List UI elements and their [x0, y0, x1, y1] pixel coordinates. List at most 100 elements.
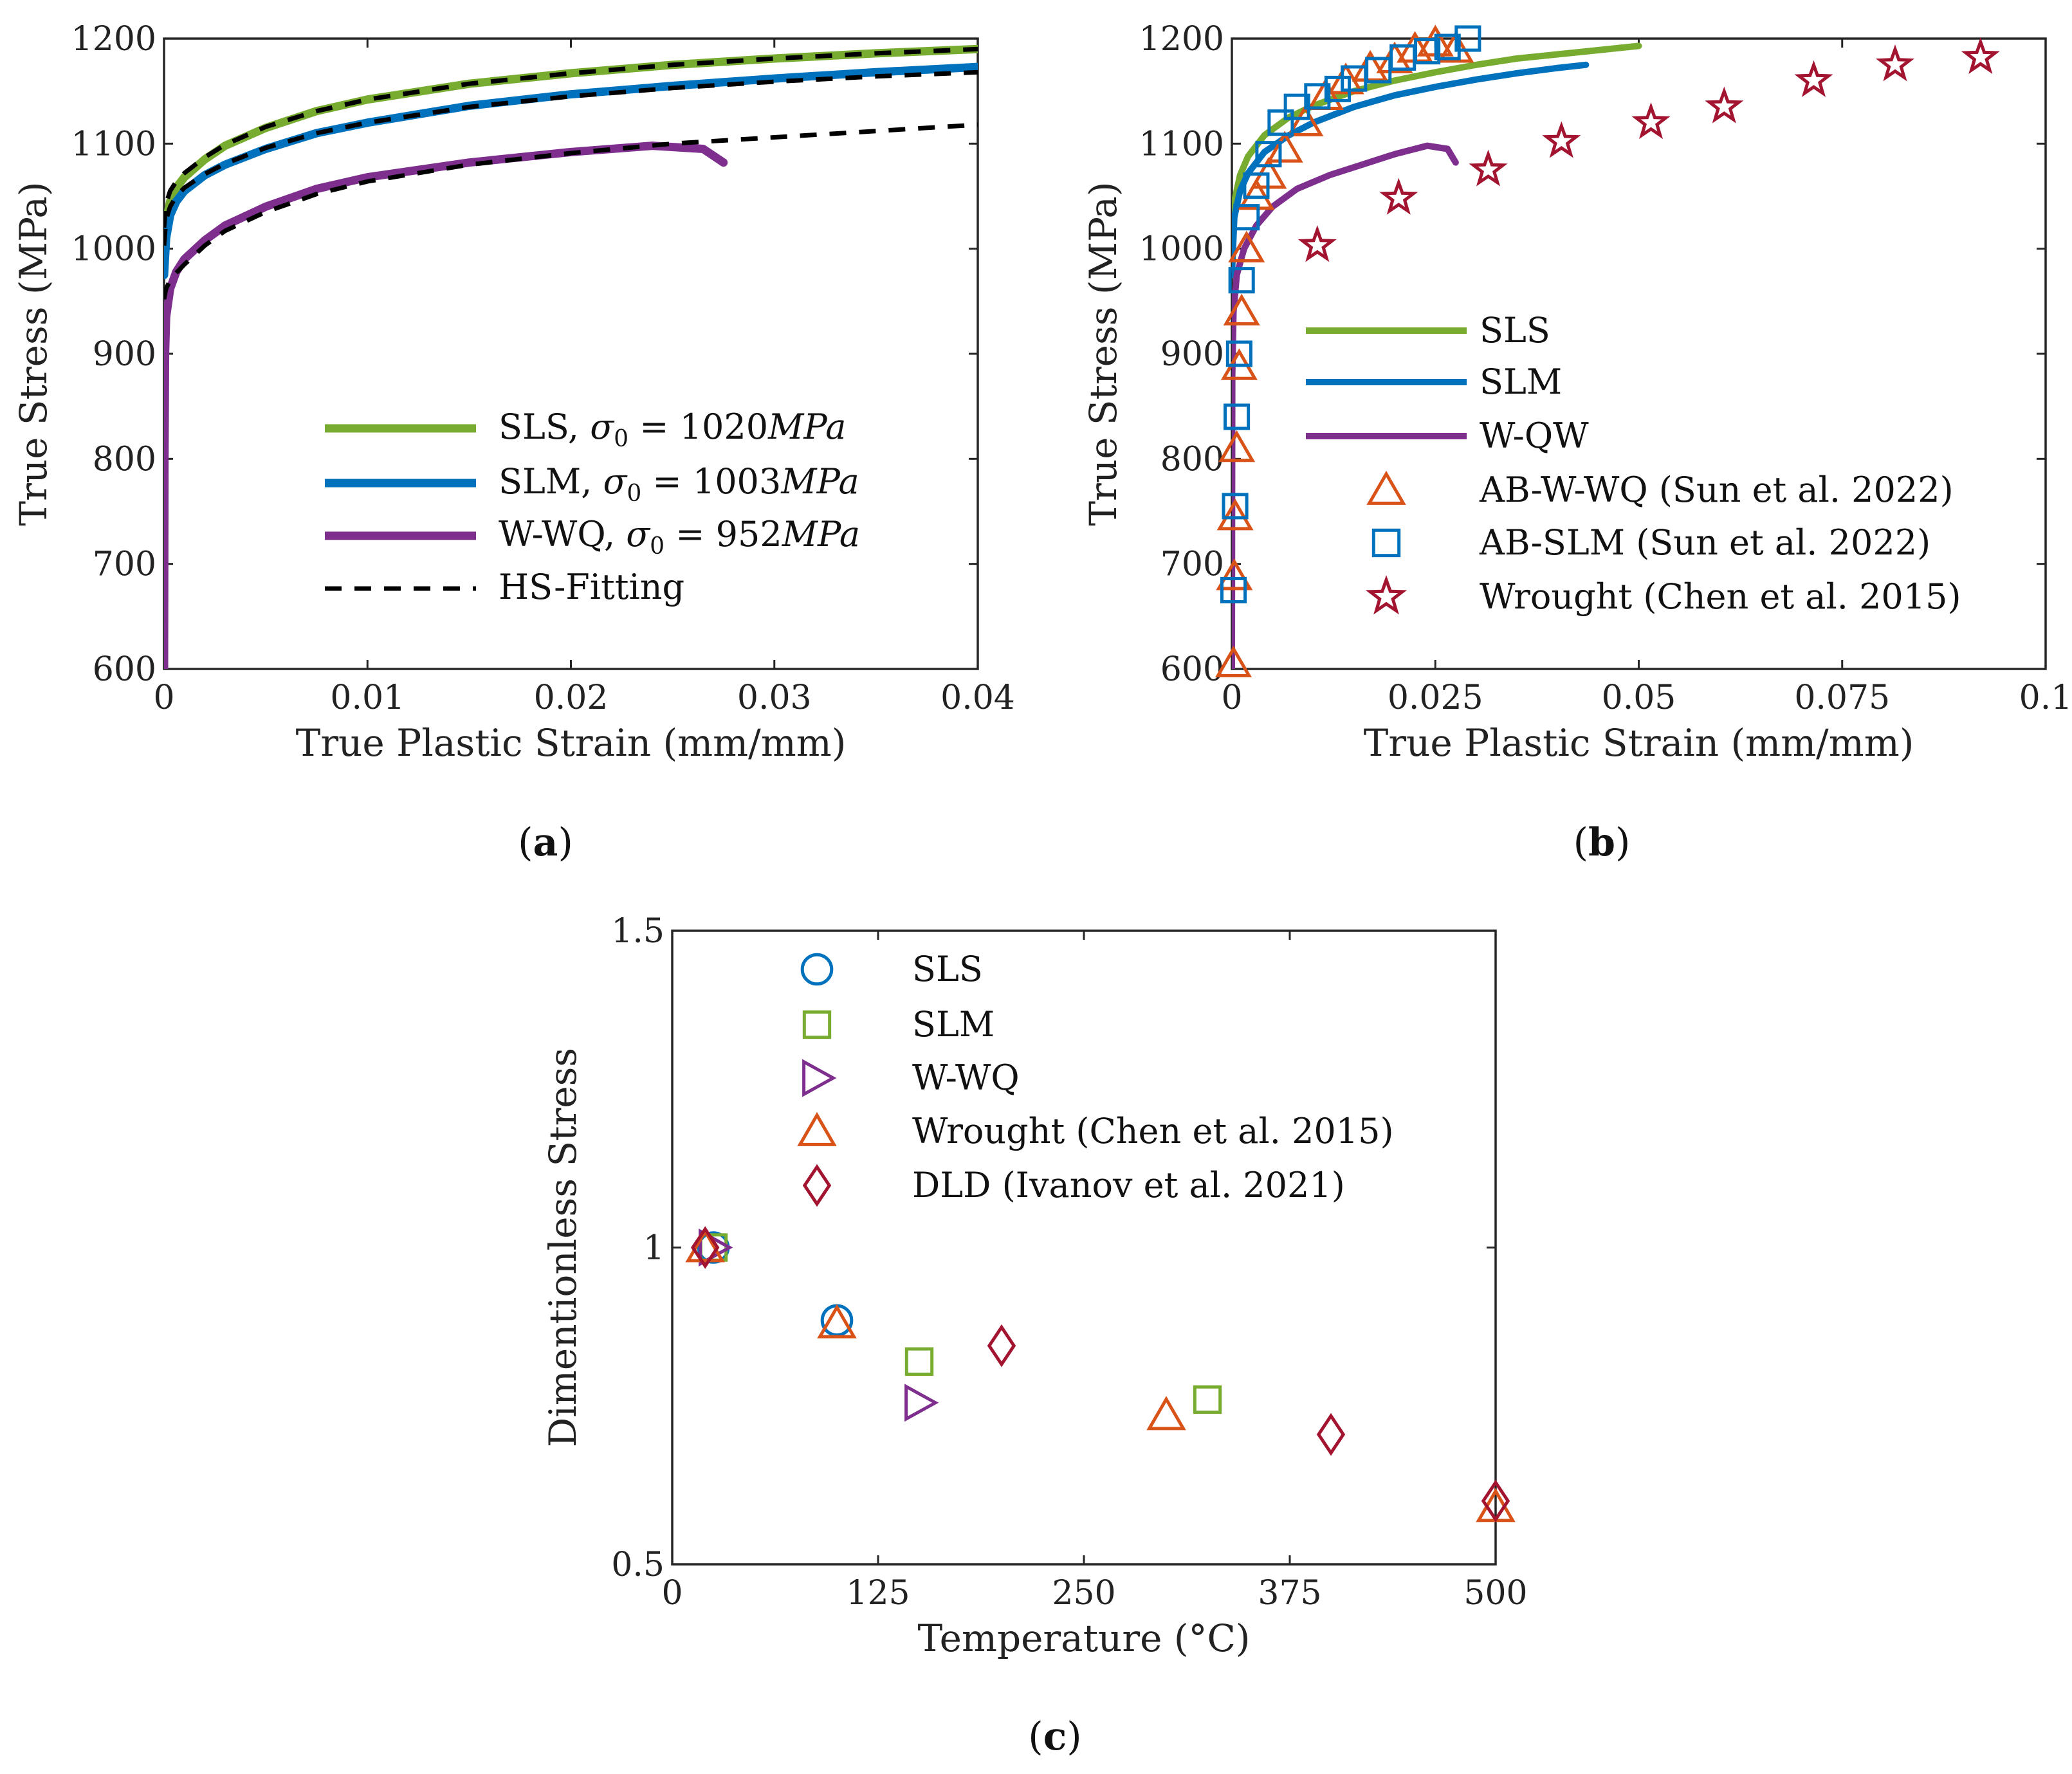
chart-panel-a: 0 0.01 0.02 0.03 0.04 600 700 800 900 1000 1100 120… — [12, 20, 1015, 765]
b-point-3-10 — [1287, 104, 1324, 136]
b-ytick-label-1: 700 — [1160, 545, 1224, 584]
c-legend-label-0: SLS — [912, 949, 983, 989]
panel-label-b: (b) — [1573, 820, 1631, 865]
b-point-4-6 — [1243, 172, 1270, 199]
b-legend-marker-4 — [1371, 528, 1401, 558]
b-point-5-3 — [1542, 121, 1581, 158]
a-series-line-1 — [164, 62, 978, 279]
b-point-3-5 — [1223, 293, 1260, 325]
b-point-5-2 — [1469, 149, 1508, 187]
a-xtick-label-2: 0.02 — [534, 679, 609, 717]
b-xtick-label-0: 0 — [1221, 679, 1242, 717]
c-point-4-1 — [987, 1324, 1016, 1367]
b-point-4-7 — [1255, 141, 1282, 168]
c-xtick-label-2: 250 — [1052, 1574, 1115, 1613]
c-ytick-label-1: 1 — [643, 1229, 665, 1268]
b-xlabel: True Plastic Strain (mm/mm) — [1364, 721, 1914, 765]
b-plot-area — [1232, 42, 1642, 669]
c-axes-box — [671, 929, 1497, 1566]
c-legend-label-3: Wrought (Chen et al. 2015) — [912, 1111, 1394, 1151]
b-series-line-1 — [1232, 61, 1590, 279]
c-ytick-label-2: 1.5 — [611, 912, 665, 951]
b-ytick-label-6: 1200 — [1139, 20, 1224, 59]
b-point-4-2 — [1224, 403, 1251, 430]
a-xtick-label-0: 0 — [153, 679, 174, 717]
a-series-line-0 — [164, 44, 978, 269]
b-point-4-5 — [1233, 204, 1260, 231]
a-xtick-label-4: 0.04 — [940, 679, 1015, 717]
a-xtick-label-3: 0.03 — [737, 679, 812, 717]
c-xtick-label-4: 500 — [1463, 1574, 1527, 1613]
a-legend-label-1: SLM, σ0 = 1003MPa — [499, 461, 859, 507]
b-xtick-label-3: 0.075 — [1794, 679, 1890, 717]
b-ytick-label-5: 1100 — [1139, 125, 1224, 163]
a-ytick-label-1: 700 — [93, 545, 156, 584]
b-point-3-0 — [1215, 645, 1252, 677]
c-xtick-label-3: 375 — [1258, 1574, 1321, 1613]
b-point-5-8 — [1961, 37, 2000, 74]
c-ytick-label-0: 0.5 — [611, 1546, 665, 1584]
c-xtick-label-0: 0 — [661, 1574, 683, 1613]
b-point-5-1 — [1379, 178, 1418, 215]
a-series-line-5 — [164, 122, 978, 300]
b-point-3-17 — [1437, 31, 1474, 63]
b-point-3-1 — [1216, 558, 1253, 590]
b-legend-label-3: AB-W-WQ (Sun et al. 2022) — [1479, 470, 1954, 510]
a-ylabel: True Stress (MPa) — [12, 181, 55, 526]
a-series-line-3 — [164, 46, 978, 228]
b-xtick-label-1: 0.025 — [1388, 679, 1483, 717]
c-point-3-2 — [1146, 1396, 1186, 1431]
b-xtick-label-4: 0.1 — [2019, 679, 2072, 717]
b-point-4-10 — [1304, 83, 1331, 110]
c-xlabel: Temperature (°C) — [917, 1616, 1250, 1660]
c-legend-marker-3 — [797, 1111, 837, 1146]
a-ytick-label-3: 900 — [93, 335, 156, 374]
b-ylabel: True Stress (MPa) — [1081, 181, 1125, 526]
b-series-line-0 — [1232, 42, 1642, 262]
c-point-4-3 — [1481, 1479, 1510, 1523]
a-legend-label-2: W-WQ, σ0 = 952MPa — [499, 514, 860, 560]
c-legend-marker-4 — [802, 1164, 832, 1207]
chart-panel-c: 0 125 250 375 500 0.5 1 1.5 Temperature (°C) Dime… — [541, 912, 1528, 1660]
b-point-4-3 — [1225, 340, 1252, 367]
chart-panel-b: 0 0.025 0.05 0.075 0.1 600 700 800 900 1000 1100 12… — [1081, 20, 2072, 765]
c-xtick-label-1: 125 — [846, 1574, 910, 1613]
b-legend-marker-5 — [1365, 575, 1407, 615]
b-legend-label-0: SLS — [1480, 310, 1550, 351]
b-legend-label-4: AB-SLM (Sun et al. 2022) — [1479, 522, 1930, 563]
c-legend-marker-1 — [802, 1010, 832, 1039]
b-axes-box — [1231, 37, 2047, 670]
c-point-3-1 — [817, 1304, 857, 1339]
a-ytick-label-6: 1200 — [71, 20, 156, 59]
a-xlabel: True Plastic Strain (mm/mm) — [296, 721, 847, 765]
c-legend-marker-0 — [800, 953, 834, 986]
a-plot-area — [164, 44, 978, 669]
b-point-4-17 — [1454, 25, 1481, 52]
b-point-5-7 — [1875, 44, 1915, 82]
a-ytick-label-4: 1000 — [71, 230, 156, 269]
b-point-3-3 — [1218, 430, 1256, 462]
c-point-4-2 — [1316, 1413, 1346, 1456]
c-ylabel: Dimentionless Stress — [541, 1048, 585, 1447]
b-point-4-15 — [1414, 38, 1441, 65]
b-point-4-4 — [1228, 267, 1255, 294]
b-legend-label-5: Wrought (Chen et al. 2015) — [1480, 576, 1961, 617]
a-series-line-4 — [164, 69, 978, 246]
panel-label-c: (c) — [1028, 1714, 1081, 1759]
b-point-4-0 — [1220, 576, 1247, 604]
c-point-1-2 — [1193, 1385, 1222, 1414]
b-point-5-6 — [1794, 60, 1833, 97]
b-xtick-label-2: 0.05 — [1602, 679, 1676, 717]
c-point-4-0 — [690, 1226, 720, 1269]
a-ytick-label-0: 600 — [93, 650, 156, 689]
b-point-3-9 — [1266, 131, 1303, 163]
c-legend-label-4: DLD (Ivanov et al. 2021) — [912, 1165, 1345, 1205]
b-point-4-1 — [1222, 493, 1249, 520]
c-legend-marker-2 — [802, 1059, 837, 1097]
a-ytick-label-2: 800 — [93, 440, 156, 479]
a-legend-label-0: SLS, σ0 = 1020MPa — [499, 407, 846, 452]
b-ytick-label-3: 900 — [1160, 335, 1224, 374]
c-point-1-1 — [904, 1347, 934, 1376]
a-ytick-label-5: 1100 — [71, 125, 156, 163]
c-point-2-0 — [699, 1229, 733, 1266]
